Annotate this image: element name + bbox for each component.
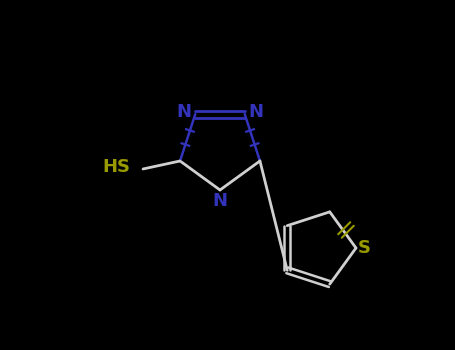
Text: HS: HS xyxy=(102,158,130,176)
Text: N: N xyxy=(249,103,264,121)
Text: N: N xyxy=(212,192,228,210)
Text: N: N xyxy=(177,103,191,121)
Text: S: S xyxy=(358,239,371,257)
